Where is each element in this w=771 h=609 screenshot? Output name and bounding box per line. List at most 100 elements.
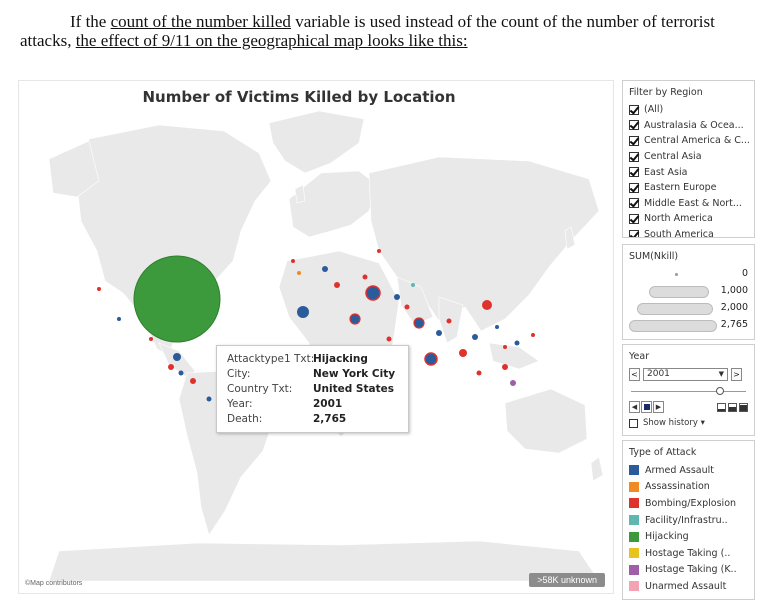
region-filter-label: Central America & C...	[644, 135, 750, 147]
size-legend-label: 0	[741, 268, 748, 279]
region-filter-checkbox[interactable]	[629, 198, 639, 209]
attack-type-legend-label: Hostage Taking (..	[645, 547, 731, 559]
region-filter-checkbox[interactable]	[629, 229, 639, 237]
intro-underlined-2: the effect of 9/11 on the geographical m…	[75, 31, 468, 50]
attack-type-legend-item[interactable]: Unarmed Assault	[623, 578, 754, 595]
size-legend-card: SUM(Nkill) 0 1,000 2,000 2,765	[622, 244, 755, 340]
region-filter-label: Central Asia	[644, 151, 702, 163]
tooltip-row: Country Txt: United States	[227, 382, 398, 397]
world-map[interactable]: Number of Victims Killed by Location	[19, 81, 615, 595]
tooltip-key: Death:	[227, 413, 263, 425]
year-filter-title: Year	[629, 351, 650, 362]
year-next-button[interactable]: >	[731, 368, 742, 381]
attack-type-legend-item[interactable]: Hijacking	[623, 528, 754, 545]
tooltip-key: Year:	[227, 398, 253, 410]
show-history-toggle[interactable]: Show history ▾	[623, 415, 754, 431]
tooltip-value: 2,765	[313, 413, 347, 425]
attack-type-legend-item[interactable]: Assassination	[623, 479, 754, 496]
legend-swatch	[629, 498, 639, 509]
stop-icon[interactable]	[641, 401, 652, 413]
year-selector-row: < 2001 ▼ >	[623, 366, 754, 383]
show-history-checkbox[interactable]	[629, 418, 638, 428]
size-legend-row: 1,000	[623, 283, 754, 300]
attack-type-legend-label: Bombing/Explosion	[645, 497, 737, 509]
year-slider-track	[631, 391, 746, 392]
region-filter-label: Eastern Europe	[644, 182, 717, 194]
attack-type-legend-item[interactable]: Hostage Taking (K..	[623, 562, 754, 579]
region-filter-checkbox[interactable]	[629, 151, 639, 162]
size-legend-dot	[675, 273, 678, 276]
legend-swatch	[629, 531, 639, 542]
attack-type-legend-label: Hostage Taking (K..	[645, 564, 737, 576]
region-filter-checkbox[interactable]	[629, 167, 639, 178]
step-forward-icon[interactable]: ▶	[653, 401, 664, 413]
attack-type-legend-item[interactable]: Armed Assault	[623, 462, 754, 479]
size-legend-label: 1,000	[720, 285, 748, 296]
chevron-down-icon: ▼	[718, 370, 724, 378]
region-filter-item[interactable]: North America	[623, 211, 754, 227]
legend-swatch	[629, 564, 639, 575]
legend-swatch	[629, 548, 639, 559]
region-filter-label: North America	[644, 213, 713, 225]
tooltip-row: Year: 2001	[227, 397, 398, 412]
intro-paragraph: If the count of the number killed variab…	[20, 12, 740, 50]
region-filter-label: Middle East & Nort...	[644, 197, 742, 209]
region-filter-item[interactable]: Central Asia	[623, 149, 754, 165]
tooltip-key: Country Txt:	[227, 383, 293, 395]
attack-type-legend-title: Type of Attack	[629, 447, 697, 458]
region-filter-title: Filter by Region	[629, 87, 703, 98]
tooltip-key: City:	[227, 368, 251, 380]
tooltip-value: 2001	[313, 398, 343, 410]
tooltip-row: Attacktype1 Txt: Hijacking	[227, 352, 398, 367]
attack-type-legend-label: Hijacking	[645, 531, 689, 543]
attack-type-legend-item[interactable]: Hostage Taking (..	[623, 545, 754, 562]
legend-swatch	[629, 481, 639, 492]
tooltip-row: Death: 2,765	[227, 412, 398, 427]
unknown-locations-badge[interactable]: >58K unknown	[529, 573, 605, 587]
region-filter-label: East Asia	[644, 166, 688, 178]
show-history-label: Show history ▾	[643, 418, 705, 428]
attack-type-legend-label: Armed Assault	[645, 464, 714, 476]
region-filter-item[interactable]: Central America & C...	[623, 133, 754, 149]
region-filter-item[interactable]: South America	[623, 227, 754, 237]
size-legend-label: 2,000	[720, 302, 748, 313]
region-filter-checkbox[interactable]	[629, 182, 639, 193]
region-filter-checkbox[interactable]	[629, 104, 639, 115]
size-legend-shape	[637, 303, 713, 315]
size-legend-shape	[649, 286, 709, 298]
speed-fast-icon[interactable]	[739, 402, 748, 412]
attack-type-legend-label: Unarmed Assault	[645, 580, 727, 592]
speed-slow-icon[interactable]	[717, 402, 726, 412]
speed-controls	[717, 402, 748, 412]
legend-swatch	[629, 581, 639, 592]
region-filter-label: (All)	[644, 104, 664, 116]
attack-type-legend-item[interactable]: Bombing/Explosion	[623, 495, 754, 512]
region-filter-checkbox[interactable]	[629, 135, 639, 146]
attack-type-legend-item[interactable]: Facility/Infrastru..	[623, 512, 754, 529]
intro-text-2: variable is used instead of the count of…	[20, 12, 715, 50]
tooltip-row: City: New York City	[227, 367, 398, 382]
region-filter-item[interactable]: East Asia	[623, 164, 754, 180]
tooltip-value: New York City	[313, 368, 396, 380]
size-legend-label: 2,765	[720, 319, 748, 330]
size-legend-row: 2,765	[623, 317, 754, 334]
region-filter-checkbox[interactable]	[629, 120, 639, 131]
year-slider[interactable]	[631, 385, 746, 397]
region-filter-item[interactable]: Eastern Europe	[623, 180, 754, 196]
legend-swatch	[629, 465, 639, 476]
legend-swatch	[629, 515, 639, 526]
year-prev-button[interactable]: <	[629, 368, 640, 381]
year-slider-thumb[interactable]	[716, 387, 725, 395]
year-dropdown[interactable]: 2001 ▼	[643, 368, 728, 381]
region-filter-item[interactable]: (All)	[623, 102, 754, 118]
region-filter-item[interactable]: Middle East & Nort...	[623, 196, 754, 212]
size-legend-row: 0	[623, 266, 754, 283]
region-filter-list: (All) Australasia & Ocea... Central Americ…	[623, 102, 754, 237]
map-panel[interactable]: Number of Victims Killed by Location ©Ma…	[18, 80, 614, 594]
speed-medium-icon[interactable]	[728, 402, 737, 412]
region-filter-checkbox[interactable]	[629, 213, 639, 224]
step-back-icon[interactable]: ◀	[629, 401, 640, 413]
region-filter-item[interactable]: Australasia & Ocea...	[623, 118, 754, 134]
attack-type-legend-card: Type of Attack Armed Assault Assassinatio…	[622, 440, 755, 600]
tooltip-value: United States	[313, 383, 394, 395]
